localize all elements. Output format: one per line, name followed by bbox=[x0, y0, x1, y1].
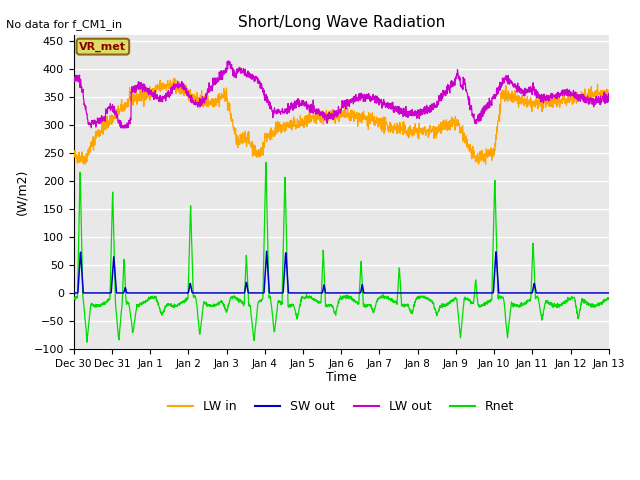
Text: VR_met: VR_met bbox=[79, 41, 126, 52]
Text: No data for f_CM1_in: No data for f_CM1_in bbox=[6, 19, 122, 30]
Legend: LW in, SW out, LW out, Rnet: LW in, SW out, LW out, Rnet bbox=[163, 395, 520, 418]
X-axis label: Time: Time bbox=[326, 372, 356, 384]
Y-axis label: (W/m2): (W/m2) bbox=[15, 169, 28, 216]
Title: Short/Long Wave Radiation: Short/Long Wave Radiation bbox=[237, 15, 445, 30]
